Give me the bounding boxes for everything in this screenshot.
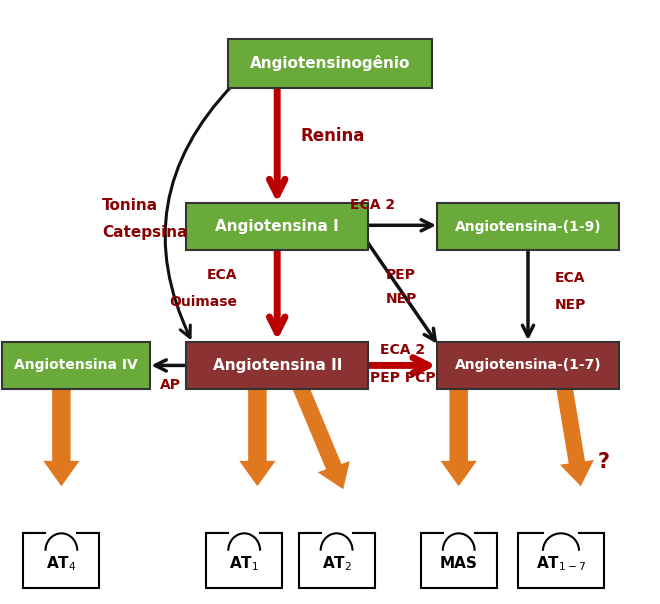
Bar [421,533,496,588]
Bar [443,533,475,551]
Text: NEP: NEP [554,298,586,312]
Bar [518,533,604,588]
Text: Angiotensina II: Angiotensina II [213,358,342,373]
Bar [24,533,99,588]
FancyBboxPatch shape [186,203,368,250]
Bar [299,533,375,588]
FancyBboxPatch shape [437,203,619,250]
Text: Catepsina: Catepsina [102,225,188,240]
Text: Angiotensinogênio: Angiotensinogênio [250,56,410,71]
Text: ECA: ECA [207,268,238,282]
Text: Angiotensina-(1-7): Angiotensina-(1-7) [455,358,601,373]
Text: NEP: NEP [386,292,418,306]
FancyBboxPatch shape [2,342,150,389]
Bar [543,533,579,551]
Text: ECA 2: ECA 2 [380,343,425,358]
Bar [321,533,352,551]
FancyBboxPatch shape [228,39,432,88]
Text: Angiotensina IV: Angiotensina IV [14,358,138,373]
Polygon shape [441,387,477,486]
Bar [228,533,260,551]
Text: AT$_{1-7}$: AT$_{1-7}$ [536,554,586,573]
Polygon shape [239,387,276,486]
Text: AP: AP [160,378,181,393]
FancyBboxPatch shape [437,342,619,389]
Polygon shape [556,385,594,486]
Text: Renina: Renina [300,127,365,145]
FancyArrowPatch shape [165,85,232,338]
Text: ECA: ECA [554,271,585,285]
Text: Angiotensina-(1-9): Angiotensina-(1-9) [455,219,601,234]
Text: AT$_1$: AT$_1$ [229,554,259,573]
Bar [46,533,77,551]
Text: Tonina: Tonina [102,198,158,213]
Bar [206,533,282,588]
Polygon shape [44,387,79,486]
Text: ?: ? [598,452,610,472]
Text: MAS: MAS [440,556,478,571]
Text: PEP: PEP [386,268,416,282]
Text: Angiotensina I: Angiotensina I [215,219,339,234]
Text: Quimase: Quimase [170,295,238,309]
Text: AT$_2$: AT$_2$ [321,554,352,573]
FancyBboxPatch shape [186,342,368,389]
Text: ECA 2: ECA 2 [350,198,395,213]
Polygon shape [292,384,350,489]
Text: PEP PCP: PEP PCP [370,370,436,385]
Text: AT$_4$: AT$_4$ [46,554,77,573]
